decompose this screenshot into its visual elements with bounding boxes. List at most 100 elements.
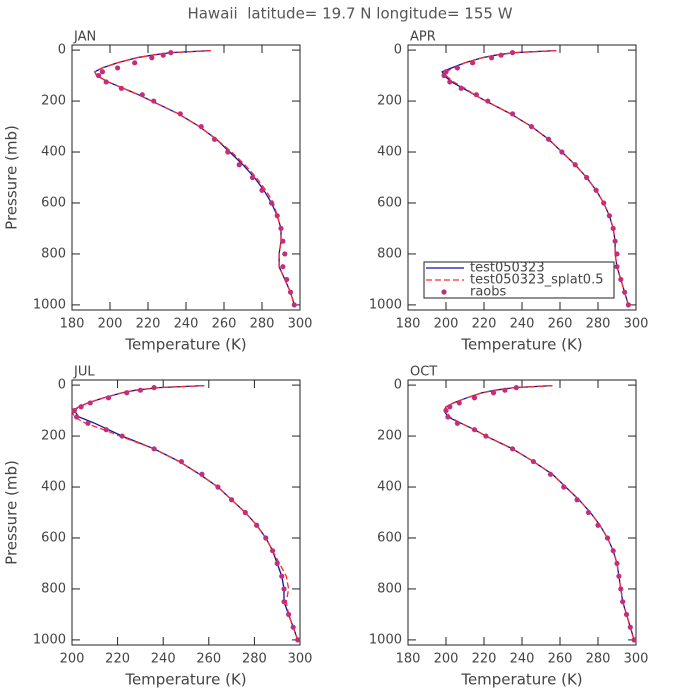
y-tick-label: 0 <box>58 378 66 393</box>
raob-point <box>528 123 535 130</box>
y-tick-label: 400 <box>377 145 402 160</box>
y-tick-label: 400 <box>377 480 402 495</box>
raob-point <box>614 264 620 270</box>
raob-point <box>124 390 130 396</box>
x-tick-label: 260 <box>212 317 237 332</box>
y-axis-label: Pressure (mb) <box>3 125 21 230</box>
raob-point <box>254 522 260 528</box>
raob-point <box>585 509 592 516</box>
raob-point <box>458 85 464 91</box>
x-tick-label: 260 <box>548 317 573 332</box>
raob-point <box>454 65 460 71</box>
raob-point <box>490 390 497 396</box>
raob-point <box>149 55 155 61</box>
raob-point <box>601 200 607 206</box>
raob-point <box>620 599 626 605</box>
x-axis-label: Temperature (K) <box>124 671 246 689</box>
raob-point <box>137 387 143 393</box>
raob-point <box>593 187 599 193</box>
raob-point <box>616 573 622 579</box>
y-tick-label: 400 <box>41 145 66 160</box>
y-tick-label: 1000 <box>369 632 402 647</box>
y-tick-label: 0 <box>58 43 66 58</box>
raob-point <box>456 400 462 406</box>
raob-point <box>485 98 491 104</box>
raob-point <box>151 385 157 391</box>
x-axis-label: Temperature (K) <box>460 671 582 689</box>
raob-point <box>443 407 449 414</box>
raob-point <box>610 548 616 554</box>
profile-line <box>93 49 295 306</box>
raob-point <box>498 52 504 58</box>
y-tick-label: 1000 <box>33 297 66 312</box>
raob-point <box>178 458 185 465</box>
raob-point <box>447 79 453 85</box>
raob-point <box>160 52 166 58</box>
raob-point <box>625 302 632 308</box>
y-tick-label: 200 <box>377 94 402 109</box>
raob-point <box>270 548 276 554</box>
raob-point <box>259 187 265 193</box>
raob-point <box>151 98 157 104</box>
raob-point <box>242 509 248 516</box>
y-tick-label: 800 <box>377 246 402 261</box>
raob-point <box>473 92 479 98</box>
raob-point <box>115 65 121 71</box>
x-tick-label: 200 <box>98 317 123 332</box>
raob-point <box>211 136 218 142</box>
x-tick-label: 180 <box>396 652 421 667</box>
profile-line <box>445 384 635 641</box>
raob-point <box>509 446 516 452</box>
raob-point <box>85 420 91 426</box>
raob-point <box>614 560 620 567</box>
x-tick-label: 280 <box>586 317 611 332</box>
raob-point <box>483 433 489 439</box>
raob-point <box>268 200 275 206</box>
x-tick-label: 200 <box>60 652 85 667</box>
raob-point <box>441 72 447 79</box>
x-tick-label: 260 <box>548 652 573 667</box>
y-tick-label: 600 <box>377 530 402 545</box>
raob-point <box>286 611 292 618</box>
y-tick-label: 1000 <box>33 632 66 647</box>
y-tick-label: 0 <box>394 378 402 393</box>
raob-point <box>225 149 231 155</box>
raob-point <box>606 213 613 219</box>
raob-point <box>284 276 290 283</box>
raob-point <box>132 60 138 66</box>
y-tick-label: 200 <box>41 429 66 444</box>
legend-label: raobs <box>470 285 507 300</box>
raob-point <box>612 238 618 244</box>
raob-point <box>229 497 235 503</box>
x-tick-label: 240 <box>151 652 176 667</box>
x-tick-label: 240 <box>174 317 199 332</box>
raob-point <box>530 458 537 465</box>
raob-point <box>287 289 294 295</box>
raob-point <box>559 149 565 155</box>
raob-point <box>610 225 616 232</box>
y-tick-label: 400 <box>41 480 66 495</box>
y-tick-label: 600 <box>41 530 66 545</box>
raob-point <box>623 611 630 618</box>
y-tick-label: 0 <box>394 43 402 58</box>
x-tick-label: 300 <box>624 652 649 667</box>
x-tick-label: 220 <box>472 317 497 332</box>
raob-point <box>103 427 109 433</box>
raob-point <box>595 522 601 528</box>
x-tick-label: 220 <box>105 652 130 667</box>
raob-point <box>71 407 77 414</box>
figure-title: Hawaii latitude= 19.7 N longitude= 155 W <box>187 5 512 23</box>
x-tick-label: 180 <box>60 317 85 332</box>
raob-point <box>489 55 495 61</box>
x-tick-label: 240 <box>510 652 535 667</box>
raob-point <box>470 60 476 66</box>
panel-title: JAN <box>73 30 96 45</box>
panel-title: JUL <box>73 365 95 380</box>
raob-point <box>574 497 580 503</box>
x-tick-label: 200 <box>434 652 459 667</box>
raob-point <box>471 427 478 433</box>
raob-point <box>447 404 453 410</box>
raob-point <box>445 414 451 420</box>
